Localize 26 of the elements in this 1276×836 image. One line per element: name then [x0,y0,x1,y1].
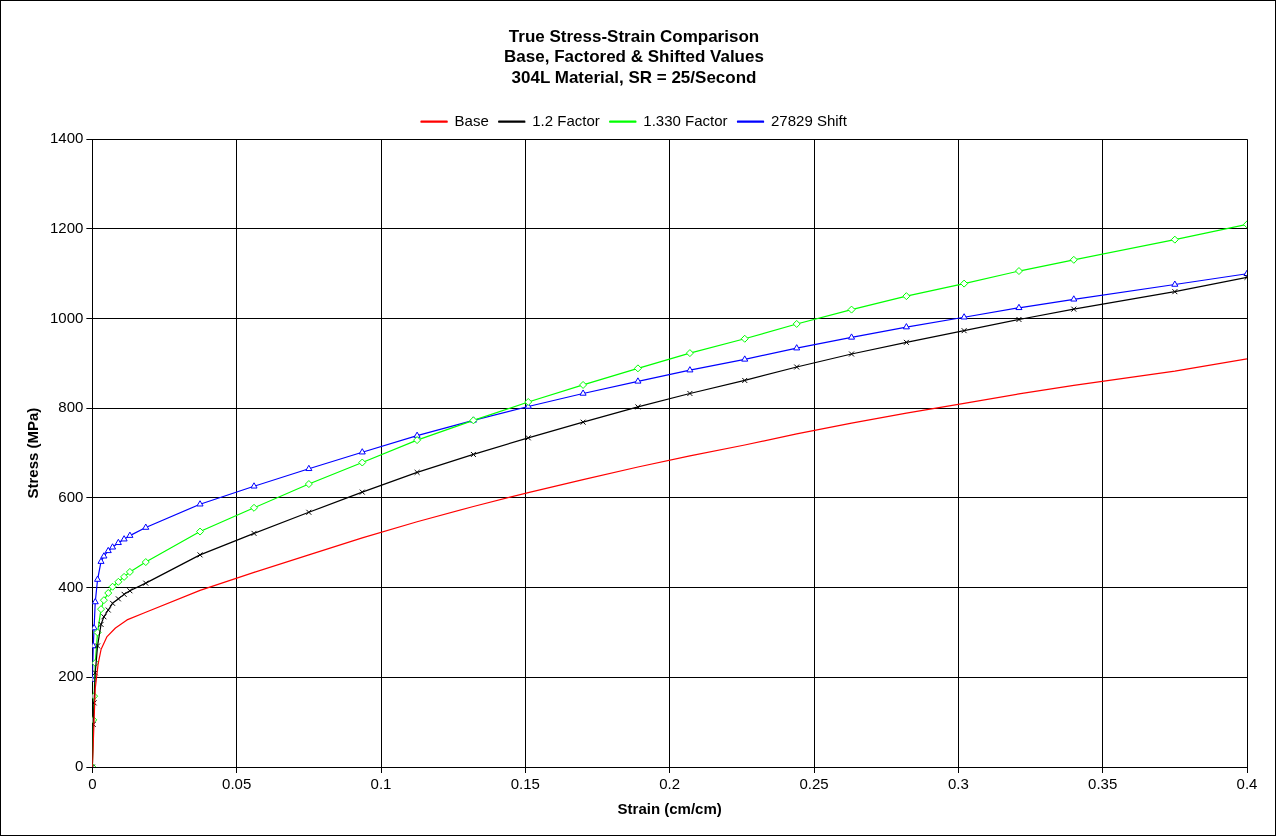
y-tick-label: 1000 [49,308,84,326]
y-tick-label: 0 [75,757,84,775]
legend-label: 1.330 Factor [643,111,728,129]
legend-label: 27829 Shift [771,111,848,129]
x-tick-label: 0 [88,775,97,793]
x-tick-label: 0.2 [659,775,681,793]
legend-label: Base [454,111,489,129]
text: True Stress-Strain Comparison [508,26,760,46]
x-tick-label: 0.4 [1236,775,1258,793]
y-axis-title: Stress (MPa) [24,407,42,499]
y-tick-label: 200 [58,667,84,685]
text: Base, Factored & Shifted Values [504,47,764,67]
y-tick-label: 600 [58,488,84,506]
y-tick-label: 1200 [49,219,84,237]
y-tick-label: 1400 [49,129,84,147]
x-axis-title: Strain (cm/cm) [617,800,722,818]
y-tick-label: 800 [58,398,84,416]
y-tick-label: 400 [58,577,84,595]
legend-label: 1.2 Factor [532,111,600,129]
x-tick-label: 0.05 [222,775,252,793]
text: 304L Material, SR = 25/Second [511,67,757,87]
x-tick-label: 0.35 [1088,775,1118,793]
x-tick-label: 0.15 [510,775,540,793]
x-tick-label: 0.1 [370,775,392,793]
x-tick-label: 0.3 [947,775,969,793]
x-tick-label: 0.25 [799,775,829,793]
